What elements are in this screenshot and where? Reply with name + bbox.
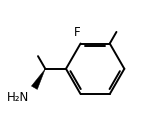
Text: H₂N: H₂N [7,91,30,104]
Text: F: F [74,26,80,39]
Polygon shape [31,69,45,89]
